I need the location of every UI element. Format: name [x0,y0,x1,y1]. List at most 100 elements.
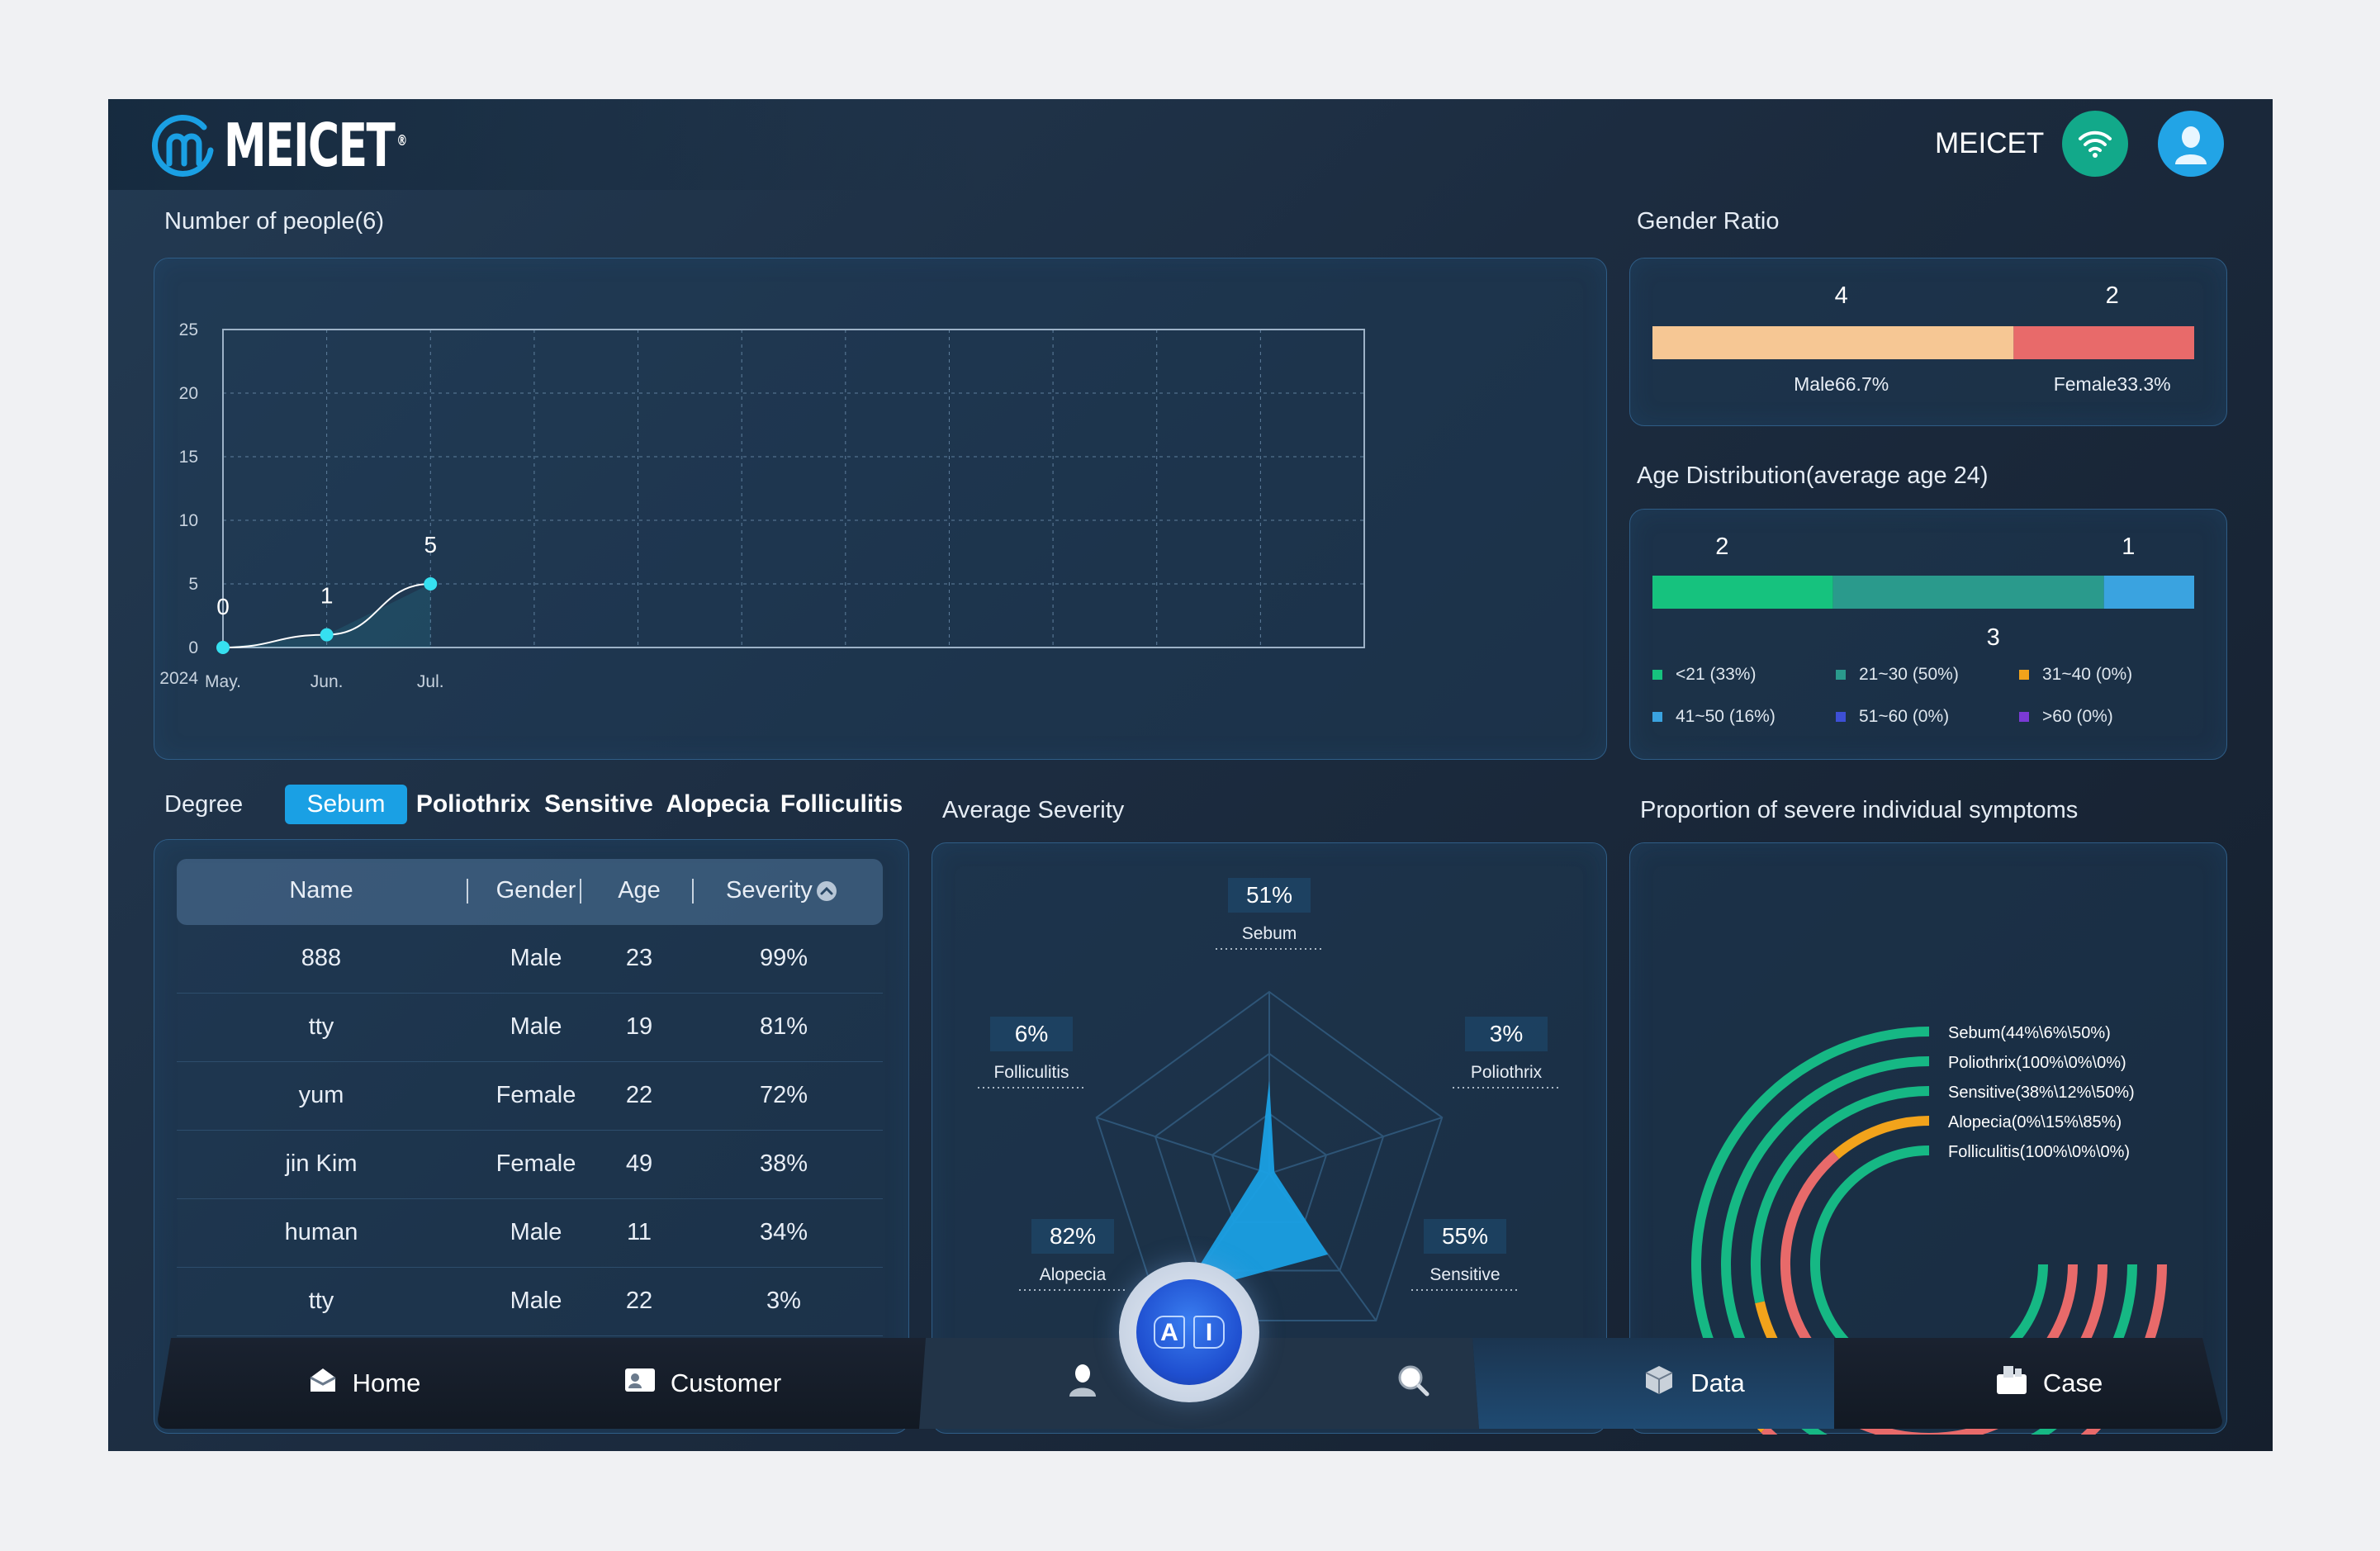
app-screen: MEICET ® MEICET Number of people(6) 0 5 10 1… [108,99,2273,1451]
data-point[interactable] [216,641,230,654]
radar-value-badge [1228,878,1311,913]
table-row[interactable]: jin Kim Female 49 38% [177,1131,883,1199]
ai-button[interactable]: A I [1119,1262,1259,1402]
cell-gender: Female [495,1150,576,1177]
radial-segment[interactable] [1832,1116,1930,1160]
legend-swatch [2019,670,2029,680]
gender-value-label: 4 [1835,282,1848,309]
user-avatar-icon [2175,126,2207,164]
column-separator [580,879,581,904]
gender-value-label: 2 [2106,282,2119,309]
column-age[interactable]: Age [618,877,661,904]
gender-bar-female[interactable] [2013,326,2194,359]
radar-axis-label: Alopecia [1040,1265,1107,1284]
tab-sebum[interactable]: Sebum [285,785,407,824]
wifi-button[interactable] [2062,111,2128,177]
degree-label: Degree [164,791,244,818]
legend-swatch [2019,712,2029,722]
age-value-label: 1 [2122,534,2135,560]
column-name[interactable]: Name [289,877,353,904]
cell-name: yum [298,1082,344,1108]
cell-severity: 72% [759,1082,808,1108]
cell-gender: Female [495,1082,576,1108]
table-row[interactable]: yum Female 22 72% [177,1062,883,1131]
radar-value-badge [1031,1219,1114,1254]
nav-home[interactable]: Home [257,1338,472,1429]
header-bar [108,99,984,190]
age-value-label: 3 [1987,624,2000,651]
cell-severity: 3% [766,1288,801,1314]
chart-grid [223,330,1364,647]
chevron-up-icon[interactable] [816,880,837,902]
case-icon [1995,1364,2028,1402]
person-icon [1067,1364,1098,1403]
cell-gender: Male [510,1288,562,1314]
nav-label: Customer [670,1368,782,1397]
age-bar-segment[interactable] [1652,576,1833,609]
radial-series-label: Sensitive(38%\12%\50%) [1948,1084,2135,1102]
radial-segment[interactable] [1751,1086,1930,1304]
tab-alopecia[interactable]: Alopecia [666,790,770,818]
cell-name: jin Kim [285,1150,358,1177]
table-row[interactable]: 888 Male 23 99% [177,925,883,994]
data-point[interactable] [424,577,438,591]
cell-age: 11 [626,1219,652,1245]
table-row[interactable]: human Male 11 34% [177,1199,883,1268]
customer-card-icon [624,1368,656,1399]
age-title: Age Distribution(average age 24) [1637,462,1989,489]
radial-segment[interactable] [1691,1027,1930,1379]
radar-value-badge [1424,1219,1506,1254]
severity-title: Average Severity [942,797,1125,823]
radial-series-label: Poliothrix(100%\0%\0%) [1948,1054,2126,1072]
age-bar-segment[interactable] [2103,576,2194,609]
home-icon [308,1366,338,1401]
cell-severity: 38% [759,1150,808,1177]
cell-name: tty [308,1288,334,1314]
age-bar-segment[interactable] [1832,576,2104,609]
table-row[interactable]: tty Male 22 3% [177,1268,883,1336]
radar-ring [1095,990,1444,1321]
age-panel: 2 3 1 <21 (33%) 21~30 (50%) 31~40 (0%) 41~50 (… [1629,509,2227,760]
gender-bar-male[interactable] [1652,326,2014,359]
data-point[interactable] [320,628,334,642]
radar-spoke [1268,1117,1443,1174]
user-avatar-button[interactable] [2158,111,2224,177]
column-severity[interactable]: Severity [726,877,858,904]
radial-series-label: Alopecia(0%\15%\85%) [1948,1113,2122,1131]
cell-age: 22 [625,1288,653,1314]
nav-person[interactable] [1041,1338,1124,1429]
symptoms-title: Proportion of severe individual symptoms [1640,797,2079,823]
table-row[interactable]: tty Male 19 81% [177,994,883,1062]
search-icon [1396,1364,1429,1403]
age-value-label: 2 [1715,534,1728,560]
severity-radar-chart: 51% Sebum 3% Poliothrix 55% Sensitive 82% Alope… [978,878,1560,1321]
cell-gender: Male [510,1219,562,1245]
age-legend-item: 51~60 (0%) [1859,707,1949,726]
nav-case[interactable]: Case [1950,1338,2148,1429]
data-label: 1 [320,583,334,609]
ai-letter-a: A [1154,1316,1185,1349]
nav-label: Home [352,1368,421,1397]
ai-button-core: A I [1136,1279,1242,1385]
radar-area[interactable] [1181,1080,1329,1294]
cell-age: 49 [625,1150,653,1177]
tab-folliculitis[interactable]: Folliculitis [780,790,903,818]
tab-poliothrix[interactable]: Poliothrix [415,790,531,818]
radial-series-label: Sebum(44%\6%\50%) [1948,1024,2111,1042]
column-gender[interactable]: Gender [495,877,576,904]
nav-data[interactable]: Data [1611,1338,1776,1429]
nav-search[interactable] [1372,1338,1454,1429]
nav-label: Data [1690,1368,1745,1397]
column-separator [467,879,468,904]
gender-stacked-bar: 4 Male66.7% 2 Female33.3% [1652,282,2194,395]
radar-value-label: 82% [1050,1223,1096,1249]
nav-customer[interactable]: Customer [595,1338,810,1429]
gender-percent-label: Female33.3% [2054,373,2171,395]
y-tick-label: 10 [179,511,198,530]
gender-panel: 4 Male66.7% 2 Female33.3% [1629,258,2227,426]
people-chart-panel: 0 5 10 15 20 25 0 May. 1 Jun. 5 Jul. 2024 [154,258,1607,760]
tab-sensitive[interactable]: Sensitive [544,790,653,818]
age-legend-item: 41~50 (16%) [1676,707,1776,726]
radial-series-label: Folliculitis(100%\0%\0%) [1948,1143,2130,1161]
